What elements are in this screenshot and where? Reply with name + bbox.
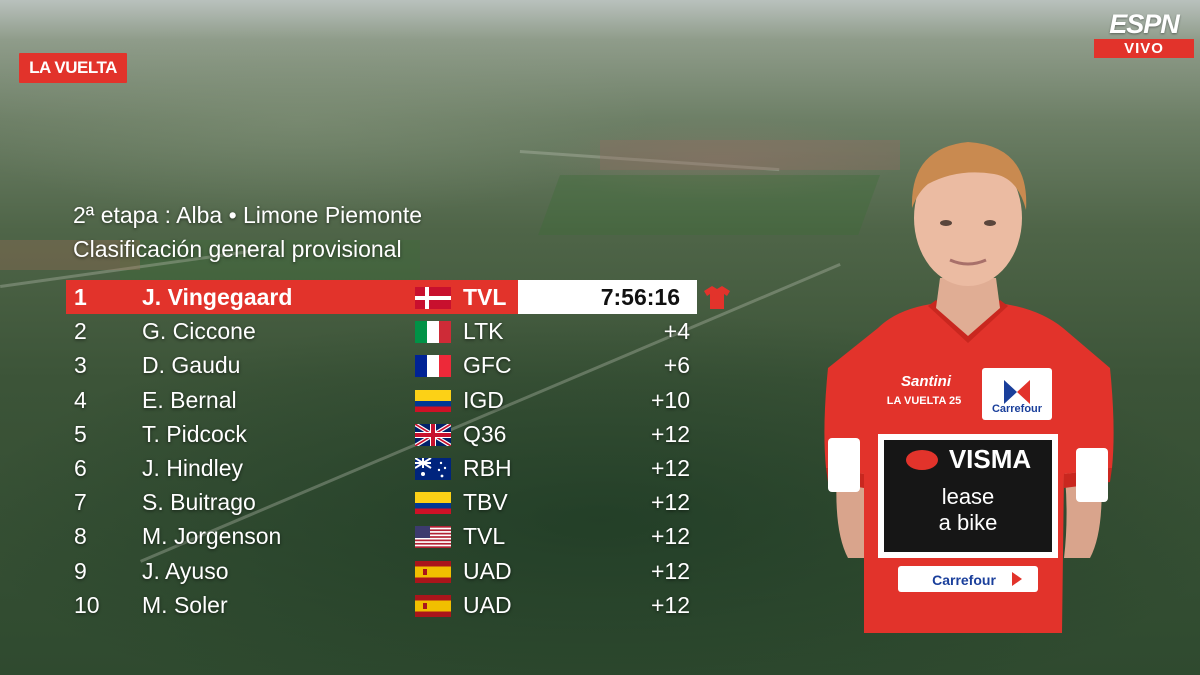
country-flag-icon: [415, 355, 451, 378]
svg-text:Carrefour: Carrefour: [992, 403, 1043, 415]
time-gap: +12: [650, 523, 690, 550]
rider-neck: [936, 278, 1000, 336]
table-row: 9 J. Ayuso UAD +12: [66, 554, 766, 588]
country-flag-icon: [415, 389, 451, 412]
team-code: GFC: [463, 352, 512, 379]
svg-text:Carrefour: Carrefour: [932, 572, 996, 588]
table-row: 3 D. Gaudu GFC +6: [66, 348, 766, 382]
table-row: 4 E. Bernal IGD +10: [66, 383, 766, 417]
team-code: TVL: [463, 284, 507, 310]
country-flag-icon: [415, 458, 451, 480]
country-flag-icon: [415, 560, 451, 583]
la-vuelta-logo: LA VUELTA: [19, 53, 127, 83]
table-row: 2 G. Ciccone LTK +4: [66, 314, 766, 348]
team-code: RBH: [463, 455, 512, 481]
rider-name: M. Soler: [142, 591, 228, 618]
time-gap: +12: [650, 489, 690, 516]
rider-name: D. Gaudu: [142, 352, 241, 379]
time-gap: +4: [663, 318, 690, 345]
rider-name: J. Ayuso: [142, 557, 229, 584]
rider-name: G. Ciccone: [142, 318, 256, 345]
team-code: UAD: [463, 591, 512, 618]
position: 1: [74, 284, 87, 310]
rider-name: E. Bernal: [142, 386, 237, 413]
team-code: TVL: [463, 523, 506, 550]
stage-title: 2ª etapa : Alba • Limone Piemonte: [73, 202, 423, 228]
svg-text:Santini: Santini: [901, 373, 952, 390]
team-code: Q36: [463, 420, 507, 447]
time-gap: +12: [650, 591, 690, 618]
time-gap: +12: [650, 420, 690, 447]
country-flag-icon: [415, 423, 451, 446]
country-flag-icon: [415, 492, 451, 515]
rider-name: M. Jorgenson: [142, 523, 282, 550]
rider-face: [914, 150, 1022, 286]
time-gap: +10: [650, 386, 690, 413]
rider-name: J. Hindley: [142, 455, 243, 481]
table-row: 8 M. Jorgenson TVL +12: [66, 519, 766, 553]
rider-name: J. Vingegaard: [142, 284, 293, 310]
position: 4: [74, 386, 87, 413]
carrefour-chest-logo: [982, 368, 1052, 420]
country-flag-icon: [415, 287, 451, 309]
svg-text:lease: lease: [942, 484, 995, 509]
table-row: 10 M. Soler UAD +12: [66, 588, 766, 622]
position: 9: [74, 557, 87, 584]
svg-text:VISMA: VISMA: [949, 444, 1032, 474]
table-row: 5 T. Pidcock Q36 +12: [66, 417, 766, 451]
position: 6: [74, 455, 87, 481]
classification-title: Clasificación general provisional: [73, 236, 402, 262]
leader-row: 1 J. Vingegaard TVL 7:56:16: [66, 280, 766, 314]
country-flag-icon: [415, 594, 451, 617]
country-flag-icon: [415, 321, 451, 344]
position: 3: [74, 352, 87, 379]
time-gap: 7:56:16: [600, 284, 680, 310]
rider-portrait: Carrefour Santini LA VUELTA 25 VISMA lea…: [824, 142, 1114, 633]
svg-text:LA VUELTA 25: LA VUELTA 25: [887, 395, 962, 407]
country-flag-icon: [415, 526, 451, 549]
espn-live-logo: ESPN VIVO: [1094, 10, 1194, 60]
position: 10: [74, 591, 100, 618]
carrefour-bottom-logo: [898, 566, 1038, 592]
time-gap: +12: [650, 557, 690, 584]
live-badge: VIVO: [1094, 39, 1194, 58]
rider-name: S. Buitrago: [142, 489, 256, 516]
table-row: 7 S. Buitrago TBV +12: [66, 485, 766, 519]
leader-time-box: [518, 280, 697, 314]
team-code: UAD: [463, 557, 512, 584]
espn-wordmark: ESPN: [1109, 9, 1180, 39]
table-row: 6 J. Hindley RBH +12: [66, 451, 766, 485]
time-gap: +12: [650, 455, 690, 481]
position: 8: [74, 523, 87, 550]
position: 7: [74, 489, 87, 516]
red-jersey-icon: [704, 286, 730, 309]
village-buildings: [600, 140, 900, 170]
team-code: LTK: [463, 318, 504, 345]
svg-text:a bike: a bike: [939, 510, 998, 535]
farm-buildings: [0, 240, 140, 270]
team-code: TBV: [463, 489, 508, 516]
position: 5: [74, 420, 87, 447]
rider-name: T. Pidcock: [142, 420, 247, 447]
time-gap: +6: [663, 352, 690, 379]
team-code: IGD: [463, 386, 504, 413]
position: 2: [74, 318, 87, 345]
rider-hair: [911, 142, 1027, 210]
